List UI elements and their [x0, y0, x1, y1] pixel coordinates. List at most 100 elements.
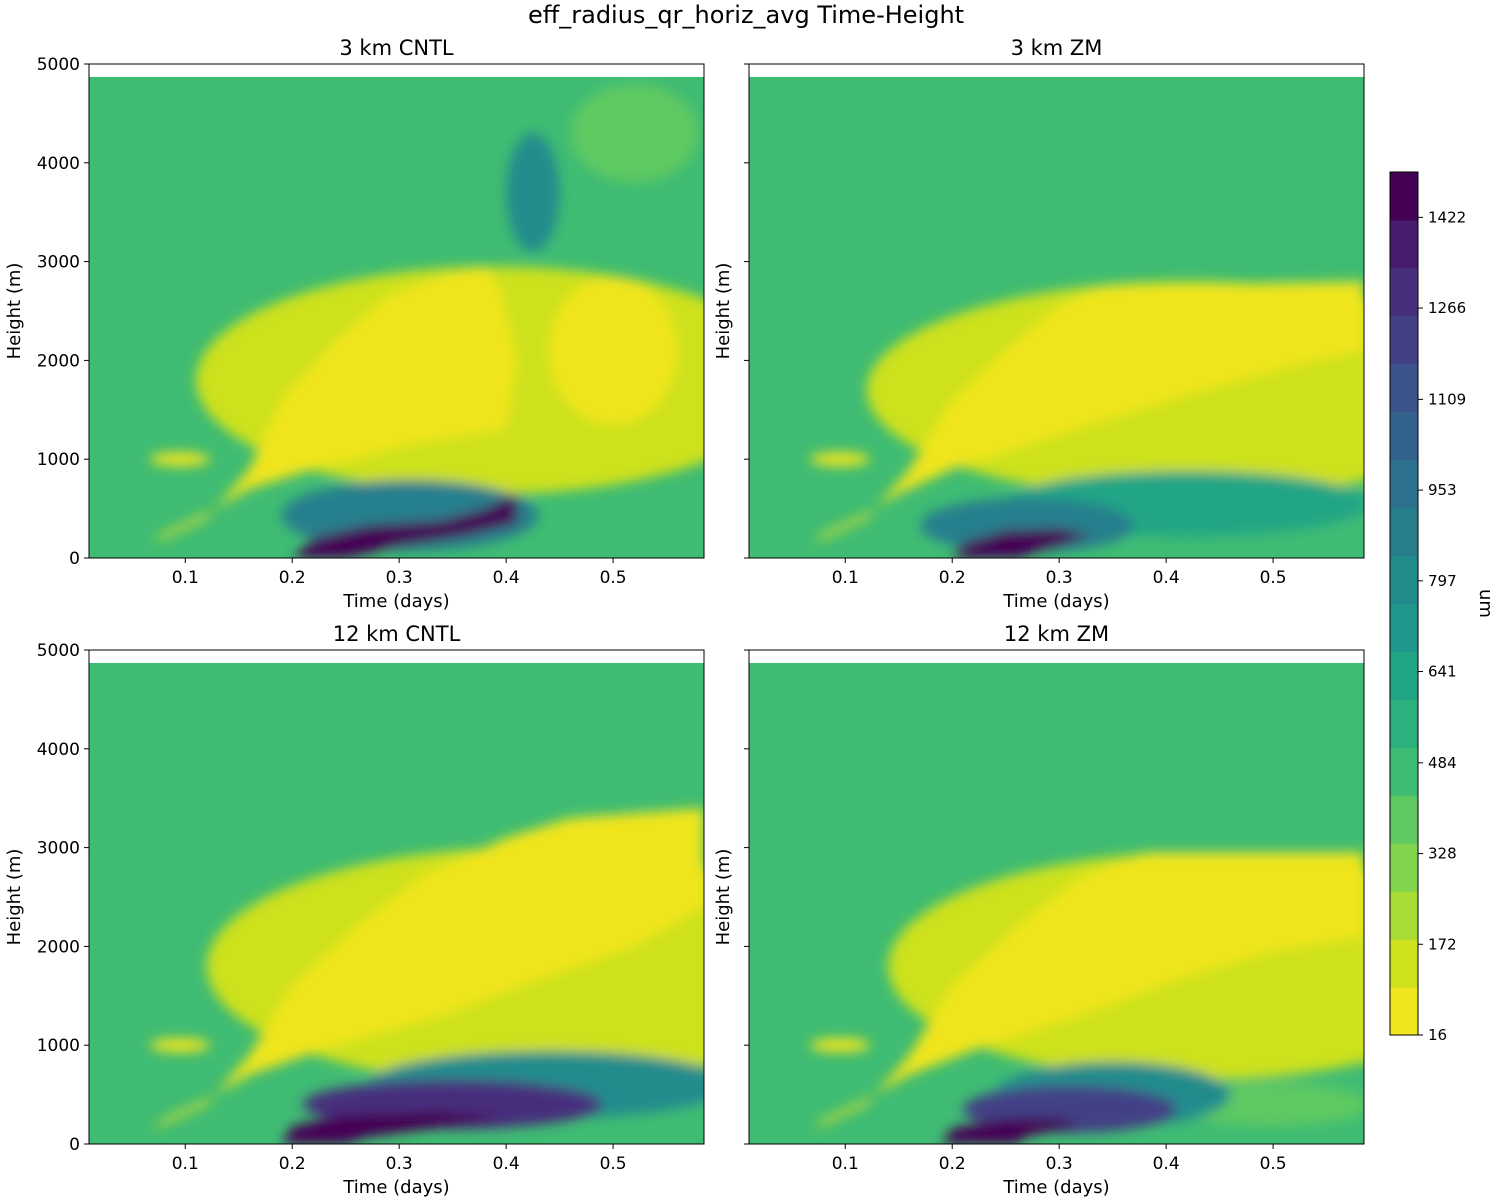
- contour-region: [149, 452, 210, 467]
- y-axis-label: Height (m): [4, 263, 25, 360]
- colorbar-segment: [1390, 507, 1418, 557]
- y-tick-label: 2000: [37, 351, 80, 371]
- x-axis-label: Time (days): [1002, 1177, 1109, 1198]
- y-tick-label: 5000: [37, 55, 80, 75]
- y-tick-label: 4000: [37, 154, 80, 174]
- colorbar-segment: [1390, 747, 1418, 796]
- panel-4: 12 km ZM 0.1 0.2 0.3 0.4 0.5 Time (days) Height…: [713, 622, 1365, 1198]
- contour-region: [153, 808, 704, 1130]
- contour-field: [89, 662, 704, 1144]
- contour-region: [809, 452, 870, 467]
- contour-region: [292, 493, 517, 558]
- colorbar-segment: [1390, 987, 1418, 1036]
- contour-region: [809, 1038, 870, 1053]
- contour-region: [149, 1038, 210, 1053]
- x-axis-label: Time (days): [342, 591, 449, 612]
- y-tick-label: 0: [69, 549, 80, 569]
- colorbar-tick-label: 641: [1428, 663, 1457, 681]
- y-axis-label: Height (m): [4, 849, 25, 946]
- axes-frame: [88, 649, 705, 1145]
- colorbar-label: um: [1475, 589, 1496, 618]
- colorbar-tick-label: 1422: [1428, 208, 1466, 226]
- y-tick-label: 1000: [37, 1036, 80, 1056]
- colorbar-tick-label: 16: [1428, 1026, 1447, 1044]
- panel-title: 3 km CNTL: [339, 36, 454, 60]
- x-tick-label: 0.4: [493, 1154, 520, 1174]
- x-tick-label: 0.1: [832, 1154, 859, 1174]
- colorbar-segment: [1390, 172, 1418, 221]
- panel-3: 12 km CNTL 0.1 0.2 0.3 0.4 0.5 Time (days) 0 100…: [4, 622, 705, 1198]
- contour-region: [941, 1118, 1081, 1144]
- colorbar-segment: [1390, 843, 1418, 892]
- panel-2: 3 km ZM 0.1 0.2 0.3 0.4 0.5 Time (days) Height …: [713, 36, 1365, 612]
- x-tick-label: 0.1: [172, 1154, 199, 1174]
- x-tick-label: 0.2: [279, 568, 306, 588]
- colorbar-tick-label: 328: [1428, 845, 1457, 863]
- x-tick-label: 0.4: [1153, 1154, 1180, 1174]
- x-tick-label: 0.2: [939, 1154, 966, 1174]
- colorbar-segment: [1390, 891, 1418, 940]
- x-tick-label: 0.5: [1260, 568, 1287, 588]
- y-tick-label: 1000: [37, 450, 80, 470]
- colorbar-segment: [1390, 411, 1418, 461]
- x-tick-label: 0.4: [1153, 568, 1180, 588]
- y-tick-label: 0: [69, 1135, 80, 1155]
- axes-frame: [748, 649, 1365, 1145]
- y-axis-label: Height (m): [713, 263, 734, 360]
- contour-field: [749, 662, 1364, 1144]
- x-tick-label: 0.3: [386, 568, 413, 588]
- figure-title: eff_radius_qr_horiz_avg Time-Height: [528, 1, 964, 29]
- colorbar-tick-label: 1109: [1428, 390, 1466, 408]
- colorbar-segment: [1390, 267, 1418, 317]
- x-tick-label: 0.5: [1260, 1154, 1287, 1174]
- contour-region: [506, 133, 560, 252]
- panel-title: 3 km ZM: [1011, 36, 1103, 60]
- panel-title: 12 km ZM: [1004, 622, 1109, 646]
- contour-region: [813, 852, 1364, 1130]
- x-axis-label: Time (days): [342, 1177, 449, 1198]
- axes-frame: [748, 63, 1365, 559]
- colorbar-tick-label: 1266: [1428, 299, 1466, 317]
- colorbar-segment: [1390, 939, 1418, 988]
- colorbar-tick-label: 484: [1428, 754, 1457, 772]
- colorbar-tick-label: 797: [1428, 572, 1457, 590]
- contour-field: [749, 76, 1364, 559]
- x-tick-label: 0.1: [832, 568, 859, 588]
- contour-region: [153, 266, 517, 544]
- x-tick-label: 0.3: [386, 1154, 413, 1174]
- panel-1: 3 km CNTL 0.1 0.2 0.3 0.4 0.5 Time (days) 0 1000…: [4, 36, 705, 612]
- y-tick-label: 3000: [37, 253, 80, 273]
- x-tick-label: 0.2: [279, 1154, 306, 1174]
- colorbar-segment: [1390, 699, 1418, 748]
- y-tick-label: 5000: [37, 641, 80, 661]
- x-axis-label: Time (days): [1002, 591, 1109, 612]
- y-tick-label: 3000: [37, 839, 80, 859]
- colorbar-segment: [1390, 795, 1418, 844]
- contour-region: [952, 528, 1092, 558]
- colorbar-tick-label: 953: [1428, 481, 1457, 499]
- contour-region: [570, 83, 699, 183]
- x-tick-label: 0.5: [600, 1154, 627, 1174]
- colorbar-segment: [1390, 651, 1418, 700]
- colorbar-segment: [1390, 219, 1418, 269]
- axes-frame: [88, 63, 705, 559]
- y-tick-label: 2000: [37, 937, 80, 957]
- y-tick-label: 4000: [37, 740, 80, 760]
- colorbar-segment: [1390, 315, 1418, 365]
- x-tick-label: 0.5: [600, 568, 627, 588]
- contour-region: [281, 1111, 507, 1144]
- x-tick-label: 0.2: [939, 568, 966, 588]
- y-axis-label: Height (m): [713, 849, 734, 946]
- panels: 3 km CNTL 0.1 0.2 0.3 0.4 0.5 Time (days) 0 1000…: [4, 36, 1365, 1198]
- colorbar-segment: [1390, 459, 1418, 509]
- contour-region: [920, 497, 1135, 554]
- x-tick-label: 0.3: [1046, 568, 1073, 588]
- colorbar-segment: [1390, 603, 1418, 652]
- x-tick-label: 0.1: [172, 568, 199, 588]
- colorbar-frame: [1389, 171, 1419, 1036]
- contour-region: [813, 281, 1364, 544]
- colorbar-segment: [1390, 555, 1418, 604]
- contour-region: [548, 276, 678, 425]
- x-tick-label: 0.3: [1046, 1154, 1073, 1174]
